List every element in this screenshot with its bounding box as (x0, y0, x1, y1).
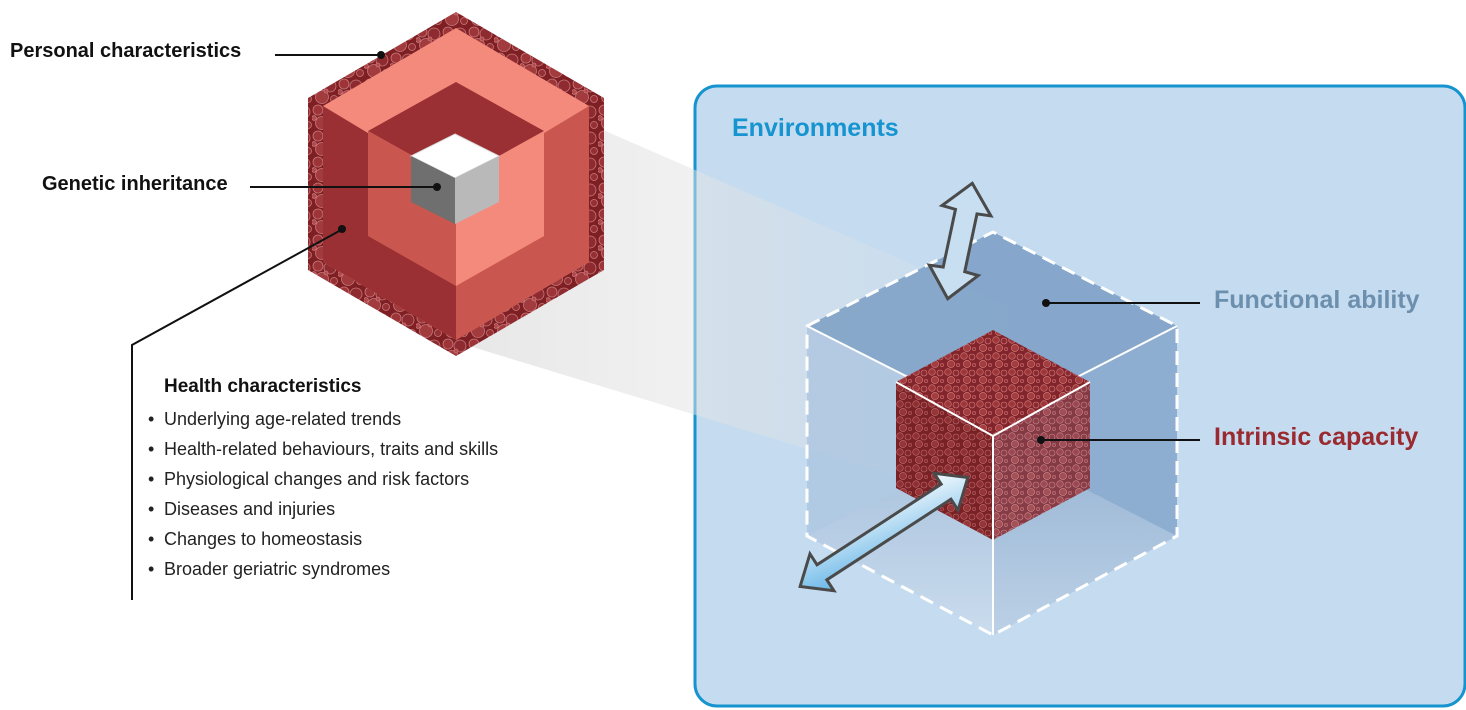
health-characteristics-title: Health characteristics (164, 376, 362, 397)
list-item: Underlying age-related trends (148, 404, 498, 434)
health-characteristics-list: Underlying age-related trends Health-rel… (148, 404, 498, 584)
intrinsic-capacity-label: Intrinsic capacity (1214, 423, 1419, 451)
environments-label: Environments (732, 114, 899, 142)
personal-characteristics-hexagon (308, 12, 604, 356)
genetic-inheritance-cube (409, 133, 501, 224)
list-item: Health-related behaviours, traits and sk… (148, 434, 498, 464)
list-item: Diseases and injuries (148, 494, 498, 524)
functional-ability-label: Functional ability (1214, 286, 1420, 314)
list-item: Physiological changes and risk factors (148, 464, 498, 494)
intrinsic-capacity-cube (895, 330, 1091, 540)
leader-lines (131, 51, 1200, 600)
two-way-arrow-diagonal-icon (798, 471, 970, 593)
health-leader-line (131, 229, 342, 600)
genetic-inheritance-label: Genetic inheritance (42, 173, 228, 195)
two-way-arrow-vertical-icon (926, 181, 994, 301)
list-item: Broader geriatric syndromes (148, 554, 498, 584)
health-characteristics-block: Health characteristics Underlying age-re… (148, 376, 498, 584)
personal-characteristics-label: Personal characteristics (10, 40, 242, 62)
list-item: Changes to homeostasis (148, 524, 498, 554)
